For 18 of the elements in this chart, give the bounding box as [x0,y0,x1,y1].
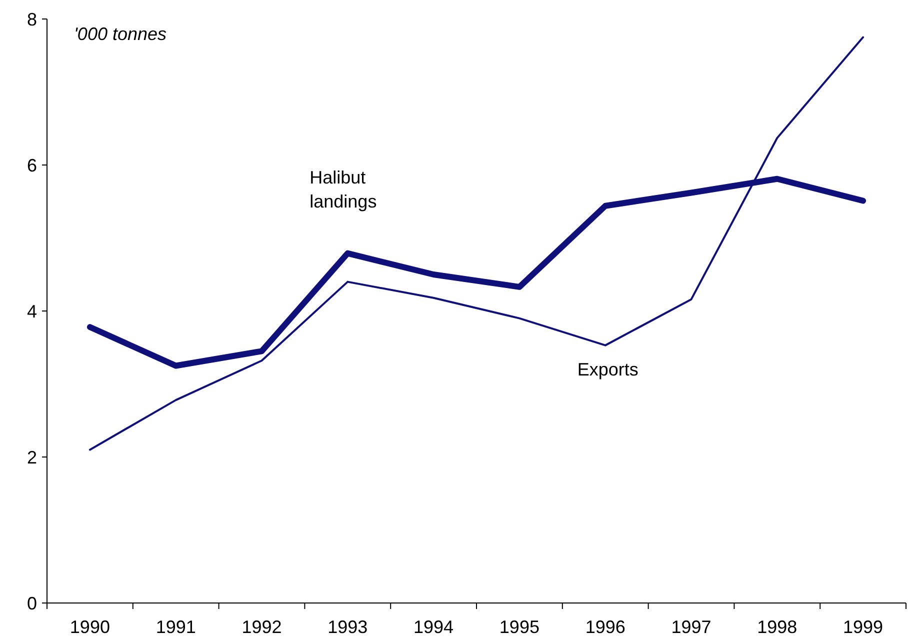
x-tick-label: 1996 [585,617,626,637]
x-tick-label: 1994 [414,617,454,637]
x-tick-label: 1997 [671,617,712,637]
x-tick-label: 1992 [242,617,282,637]
text: Halibut landings [310,167,377,212]
x-tick-label: 1990 [70,617,110,637]
series-label: Exports [577,359,638,380]
x-tick-label: 1993 [328,617,368,637]
x-tick-label: 1995 [499,617,540,637]
x-tick-label: 1999 [843,617,884,637]
y-tick-label: 4 [26,301,37,322]
y-tick-label: 6 [26,155,37,176]
annotation: '000 tonnes [74,24,167,44]
x-tick-label: 1998 [757,617,798,637]
x-tick-label: 1991 [156,617,196,637]
y-tick-label: 0 [26,593,37,614]
y-tick-label: 8 [26,9,37,30]
y-tick-label: 2 [26,447,37,468]
